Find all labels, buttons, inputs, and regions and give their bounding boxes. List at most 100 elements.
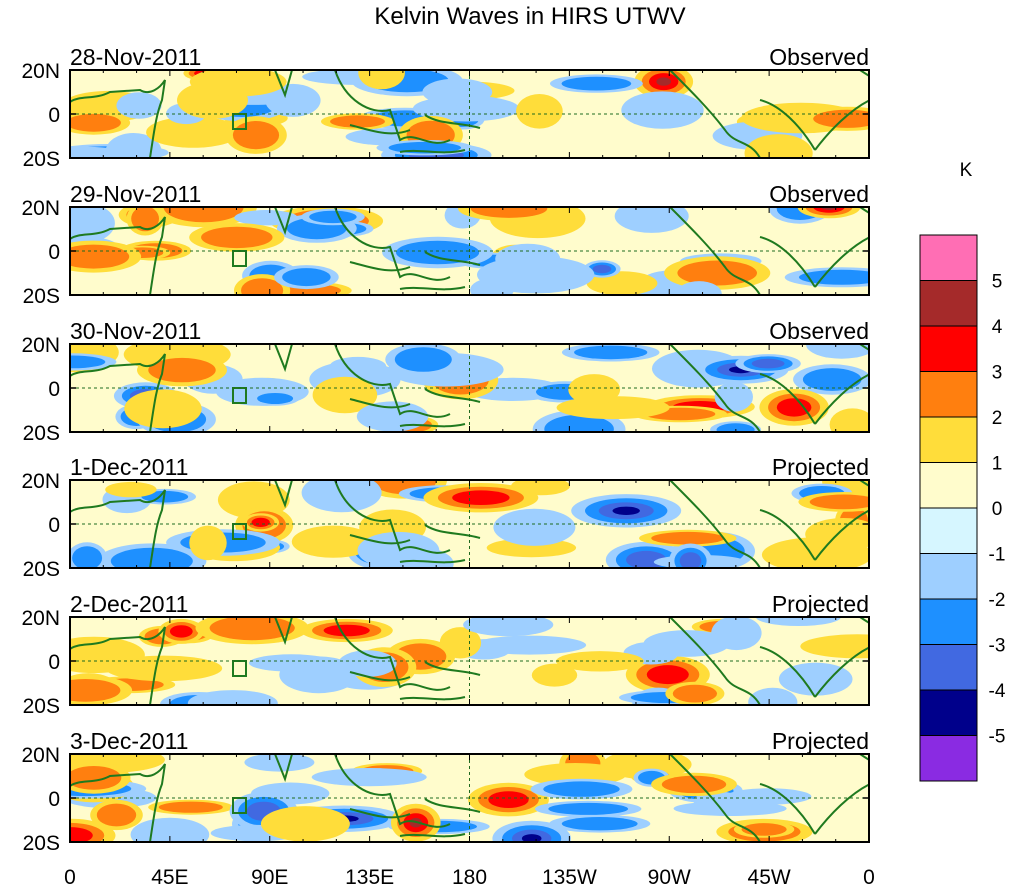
coastlines (70, 480, 869, 568)
colorbar-swatch (919, 507, 978, 554)
anomaly-blob (70, 113, 121, 132)
coastline (70, 763, 166, 842)
lat-label: 20N (21, 334, 60, 357)
colorbar: K -5 -4 -3 -2 -1 0 1 2 3 4 5 (919, 160, 1006, 782)
coastline (349, 388, 481, 409)
anomaly-blob (251, 517, 270, 527)
lon-label: 45W (748, 866, 791, 887)
colorbar-swatch (919, 416, 978, 463)
anomaly-blob (799, 269, 869, 285)
anomaly-blob (661, 775, 727, 794)
coastline (759, 783, 869, 835)
map-panel: 20N 0 20S 3-Dec-2011 Projected (21, 728, 870, 855)
anomaly-blob (748, 687, 798, 705)
coastline (70, 79, 166, 158)
anomaly-blob (561, 76, 632, 91)
lat-label: 0 (48, 241, 60, 264)
map-panel: 20N 0 20S 30-Nov-2011 Observed (21, 318, 870, 445)
anomaly-blob (744, 134, 813, 158)
anomaly-blob (726, 788, 812, 805)
anomaly-blob (531, 663, 578, 687)
anomaly-blob (452, 490, 510, 505)
coastline (274, 207, 451, 281)
anomaly-field (70, 207, 869, 295)
anomaly-blob (158, 801, 223, 813)
anomaly-blob (477, 256, 595, 294)
coastline (274, 754, 451, 828)
coastlines (70, 754, 869, 842)
coastline (669, 754, 761, 842)
colorbar-swatch (919, 325, 978, 372)
anomaly-blob (70, 146, 127, 158)
lat-label: 0 (48, 104, 60, 127)
colorbar-swatch (919, 371, 978, 418)
anomaly-blob (187, 690, 278, 705)
coastline (274, 344, 451, 418)
anomaly-blob (189, 70, 287, 97)
anomaly-blob (396, 240, 480, 265)
colorbar-swatch (919, 735, 978, 782)
lat-label: 20S (23, 285, 60, 308)
colorbar-swatch (919, 689, 978, 736)
lat-label: 0 (48, 788, 60, 811)
anomaly-blob (612, 506, 640, 515)
anomaly-blob (282, 268, 331, 287)
panel-status: Projected (772, 591, 869, 617)
anomaly-blob (70, 679, 121, 702)
anomaly-blob (802, 368, 862, 391)
coastline (70, 489, 166, 568)
coastline (859, 480, 869, 488)
colorbar-label: -1 (989, 545, 1006, 566)
longitude-axis: 0 45E 90E 135E 180 135W 90W 45W 0 (64, 866, 875, 887)
coastline (399, 423, 466, 428)
anomaly-blob (516, 94, 563, 129)
panel-status: Projected (772, 728, 869, 754)
colorbar-label: -2 (989, 590, 1006, 611)
anomaly-field (70, 480, 869, 568)
anomaly-blob (643, 630, 730, 657)
coastline (70, 626, 166, 705)
figure-title: Kelvin Waves in HIRS UTWV (374, 3, 685, 30)
coastlines (70, 70, 869, 158)
anomaly-blob (116, 92, 162, 119)
anomaly-blob (309, 210, 357, 224)
panel-status: Observed (769, 181, 869, 207)
coastline (349, 661, 481, 682)
anomaly-blob (716, 423, 755, 432)
coastline (274, 617, 451, 691)
anomaly-blob (72, 546, 103, 568)
coastline (669, 207, 761, 295)
coastlines (70, 207, 869, 295)
panel-date: 1-Dec-2011 (70, 454, 188, 480)
coastline (759, 236, 869, 288)
anomaly-blob (673, 801, 787, 816)
anomaly-blob (776, 398, 812, 417)
anomaly-blob (96, 803, 137, 827)
anomaly-blob (783, 547, 827, 568)
anomaly-blob (805, 518, 869, 551)
anomaly-blob (311, 768, 427, 787)
anomaly-blob (677, 260, 757, 286)
lat-label: 20N (21, 470, 60, 493)
colorbar-swatch (919, 598, 978, 645)
anomaly-blob (488, 791, 529, 808)
lon-label: 0 (863, 866, 875, 887)
lat-label: 20S (23, 148, 60, 171)
coastline (669, 480, 761, 568)
anomaly-blob (829, 408, 869, 432)
lat-label: 20S (23, 422, 60, 445)
coastline (859, 617, 869, 625)
coastline (399, 286, 466, 291)
coastline (399, 149, 466, 154)
anomaly-blob (148, 357, 216, 383)
colorbar-label: -5 (989, 727, 1006, 748)
colorbar-label: -4 (989, 681, 1006, 702)
anomaly-blob (493, 508, 576, 546)
anomaly-blob (778, 662, 853, 696)
anomaly-blob (265, 83, 321, 117)
anomaly-blob (358, 70, 405, 90)
lat-label: 0 (48, 651, 60, 674)
colorbar-swatch (919, 280, 978, 327)
colorbar-swatch (919, 234, 978, 281)
anomaly-blob (672, 684, 718, 703)
